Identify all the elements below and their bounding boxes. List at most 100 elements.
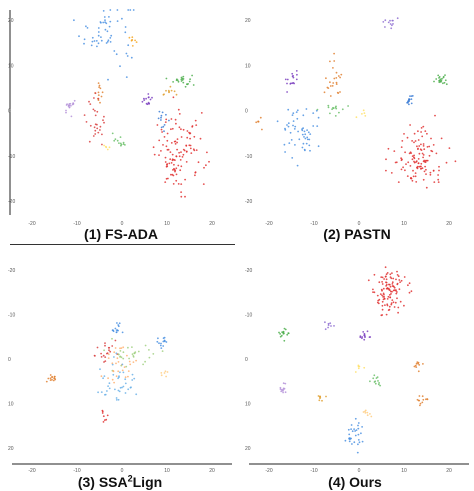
scatter-point xyxy=(102,377,104,380)
scatter-point xyxy=(423,170,426,173)
scatter-point xyxy=(261,128,263,131)
scatter-point xyxy=(51,375,53,378)
scatter-point xyxy=(173,163,175,166)
scatter-point xyxy=(379,293,382,295)
scatter-point xyxy=(129,363,132,366)
scatter-point xyxy=(181,156,184,158)
scatter-point xyxy=(161,350,164,352)
scatter-point xyxy=(287,332,290,335)
scatter-point xyxy=(440,81,442,83)
scatter-point xyxy=(186,136,189,139)
scatter-point xyxy=(116,357,119,360)
scatter-point xyxy=(103,375,106,377)
scatter-point xyxy=(387,309,390,311)
scatter-point xyxy=(191,125,194,128)
scatter-point xyxy=(119,386,122,389)
scatter-point xyxy=(104,344,106,347)
scatter-point xyxy=(279,386,282,389)
scatter-point xyxy=(296,109,299,112)
scatter-point xyxy=(284,382,287,385)
scatter-point xyxy=(160,374,163,377)
caption-ssa2lign-sup: 2 xyxy=(127,473,133,484)
scatter-point xyxy=(404,151,406,154)
scatter-point xyxy=(160,347,163,349)
y-tick-label: -20 xyxy=(8,199,15,205)
scatter-point xyxy=(131,45,134,47)
scatter-point xyxy=(317,395,320,397)
scatter-point xyxy=(415,366,418,368)
scatter-point xyxy=(124,144,126,146)
scatter-point xyxy=(86,27,89,29)
scatter-point xyxy=(444,74,446,76)
scatter-point xyxy=(71,103,74,106)
scatter-point xyxy=(373,291,376,294)
scatter-point xyxy=(411,158,414,161)
scatter-point xyxy=(96,45,98,48)
scatter-point xyxy=(306,136,309,139)
scatter-point xyxy=(403,276,406,278)
scatter-point xyxy=(426,132,428,135)
scatter-point xyxy=(306,129,308,132)
scatter-point xyxy=(393,150,396,153)
scatter-point xyxy=(418,399,420,402)
scatter-point xyxy=(425,173,427,176)
caption-ours-text: (4) Ours xyxy=(328,474,382,490)
scatter-point xyxy=(49,379,52,381)
scatter-point xyxy=(284,129,287,131)
scatter-point xyxy=(383,278,385,280)
scatter-point xyxy=(116,139,119,142)
y-tick-label: 20 xyxy=(245,446,251,452)
scatter-point xyxy=(68,106,71,109)
scatter-point xyxy=(148,349,150,351)
y-tick-label: 10 xyxy=(245,63,251,69)
scatter-point xyxy=(283,143,286,146)
scatter-point xyxy=(303,148,306,151)
scatter-point xyxy=(91,36,94,39)
scatter-point xyxy=(373,374,376,377)
scatter-point xyxy=(335,77,338,79)
scatter-point xyxy=(297,130,299,133)
scatter-point xyxy=(171,153,174,156)
scatter-point xyxy=(158,110,161,113)
scatter-point xyxy=(104,393,106,396)
scatter-point xyxy=(162,144,164,146)
scatter-point xyxy=(180,76,183,79)
scatter-point xyxy=(178,126,181,129)
scatter-point xyxy=(115,329,118,331)
scatter-point xyxy=(433,80,435,83)
scatter-point xyxy=(90,44,93,47)
scatter-point xyxy=(165,77,168,80)
scatter-point xyxy=(291,157,294,159)
scatter-point xyxy=(414,140,417,142)
scatter-point xyxy=(333,60,336,62)
scatter-panel-ours: -20 -10 0 10 20 -20 -10 0 10 20 xyxy=(237,250,474,474)
scatter-point xyxy=(387,295,390,298)
scatter-point xyxy=(124,378,127,381)
scatter-point xyxy=(163,340,166,343)
scatter-point xyxy=(163,372,166,374)
scatter-point xyxy=(329,95,332,97)
scatter-point xyxy=(175,167,178,170)
scatter-point xyxy=(130,56,133,59)
scatter-point xyxy=(111,363,114,366)
scatter-point xyxy=(126,354,128,357)
scatter-point xyxy=(145,97,148,100)
scatter-point xyxy=(124,392,127,394)
scatter-point xyxy=(131,379,134,381)
x-tick-label: 0 xyxy=(121,221,124,227)
scatter-point xyxy=(121,363,124,366)
scatter-point xyxy=(115,397,118,399)
scatter-point xyxy=(180,195,183,198)
scatter-point xyxy=(406,136,409,139)
scatter-point xyxy=(390,302,393,305)
scatter-point xyxy=(184,85,187,88)
scatter-point xyxy=(105,22,108,25)
scatter-point xyxy=(97,99,100,101)
scatter-point xyxy=(413,161,416,164)
scatter-point xyxy=(438,77,440,79)
scatter-point xyxy=(115,331,118,334)
scatter-point xyxy=(117,361,120,363)
scatter-point xyxy=(175,179,178,182)
scatter-point xyxy=(406,175,409,178)
scatter-point xyxy=(355,429,358,431)
